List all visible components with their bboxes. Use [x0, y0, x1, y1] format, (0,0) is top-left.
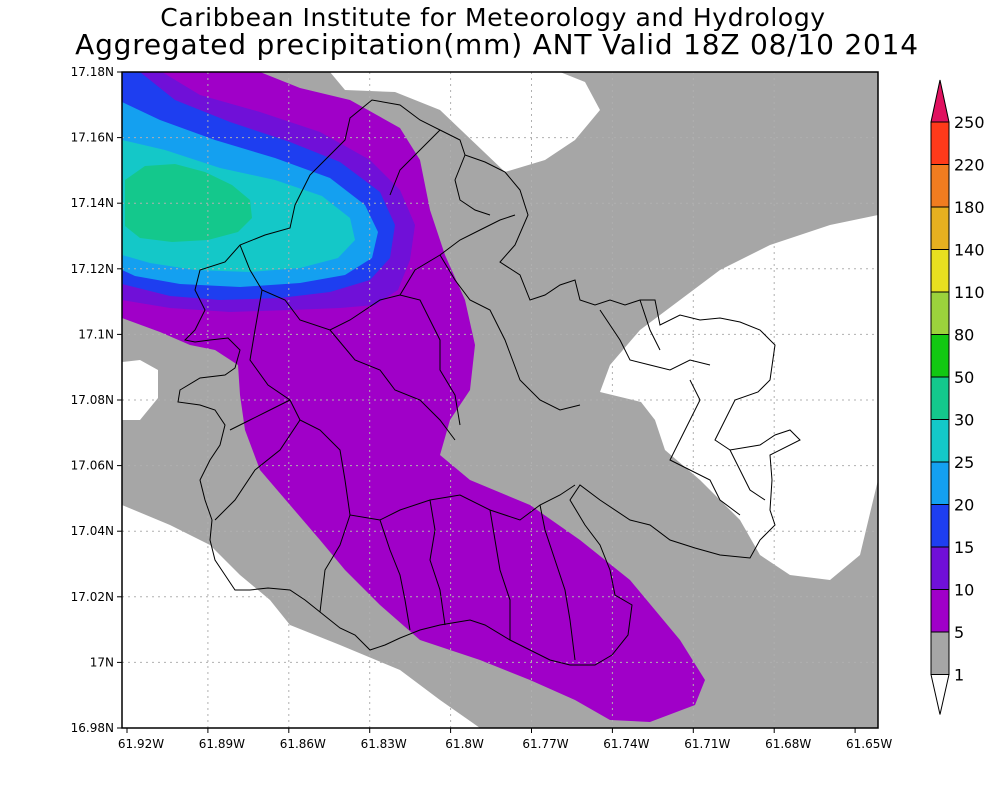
colorbar-label: 80 — [954, 326, 974, 345]
colorbar-label: 10 — [954, 581, 974, 600]
lon-tick-label: 61.8W — [445, 737, 484, 751]
lon-tick-label: 61.77W — [522, 737, 568, 751]
lat-tick-label: 17.06N — [71, 459, 114, 473]
lat-tick-label: 17.02N — [71, 590, 114, 604]
colorbar-label: 5 — [954, 623, 964, 642]
lon-tick-label: 61.89W — [199, 737, 245, 751]
lon-tick-label: 61.86W — [280, 737, 326, 751]
colorbar-label: 140 — [954, 241, 985, 260]
lon-tick-label: 61.83W — [361, 737, 407, 751]
longitude-tick-labels: 61.92W 61.89W 61.86W 61.83W 61.8W 61.77W 61.74… — [118, 728, 892, 751]
colorbar-label: 20 — [954, 496, 974, 515]
island-coastline — [177, 99, 801, 666]
colorbar-label: 30 — [954, 411, 974, 430]
district-boundaries — [214, 129, 766, 661]
colorbar-label: 220 — [954, 156, 985, 175]
lat-tick-label: 17.1N — [78, 327, 114, 341]
lat-tick-label: 17.04N — [71, 524, 114, 538]
colorbar-label: 15 — [954, 538, 974, 557]
lat-tick-label: 17.14N — [71, 196, 114, 210]
colorbar-swatch — [930, 249, 950, 293]
colorbar-swatch — [930, 589, 950, 633]
colorbar-swatch — [930, 631, 950, 675]
colorbar-swatch — [930, 334, 950, 378]
colorbar-swatch — [930, 164, 950, 208]
lon-tick-label: 61.65W — [846, 737, 892, 751]
colorbar-swatch — [930, 291, 950, 335]
colorbar-label: 50 — [954, 368, 974, 387]
latitude-tick-labels: 17.18N 17.16N 17.14N 17.12N 17.1N 17.08N 17.06… — [71, 65, 122, 735]
colorbar-swatch — [930, 504, 950, 548]
chart-title-line-2: Aggregated precipitation(mm) ANT Valid 1… — [75, 28, 919, 61]
lat-tick-label: 17N — [90, 655, 114, 669]
colorbar-label: 250 — [954, 113, 985, 132]
colorbar-label: 180 — [954, 198, 985, 217]
map-grid — [122, 72, 878, 728]
colorbar-swatch — [930, 376, 950, 420]
lat-tick-label: 17.18N — [71, 65, 114, 79]
colorbar-swatch — [930, 461, 950, 505]
colorbar-top-arrow — [930, 79, 950, 123]
lon-tick-label: 61.68W — [765, 737, 811, 751]
colorbar-swatch — [930, 121, 950, 165]
colorbar: 250 220 180 140 110 80 50 30 25 20 15 10 5 1 — [930, 79, 985, 715]
colorbar-label: 1 — [954, 666, 964, 685]
lon-tick-label: 61.92W — [118, 737, 164, 751]
lon-tick-label: 61.71W — [684, 737, 730, 751]
colorbar-swatch — [930, 546, 950, 590]
colorbar-swatch — [930, 206, 950, 250]
colorbar-label: 110 — [954, 283, 985, 302]
chart-title-line-1: Caribbean Institute for Meteorology and … — [160, 3, 826, 32]
lat-tick-label: 17.12N — [71, 262, 114, 276]
lon-tick-label: 61.74W — [603, 737, 649, 751]
lat-tick-label: 17.08N — [71, 393, 114, 407]
lat-tick-label: 16.98N — [71, 721, 114, 735]
coastline-main — [177, 99, 801, 666]
colorbar-bottom-arrow — [930, 674, 950, 715]
colorbar-swatch — [930, 419, 950, 463]
colorbar-label: 25 — [954, 453, 974, 472]
lat-tick-label: 17.16N — [71, 131, 114, 145]
